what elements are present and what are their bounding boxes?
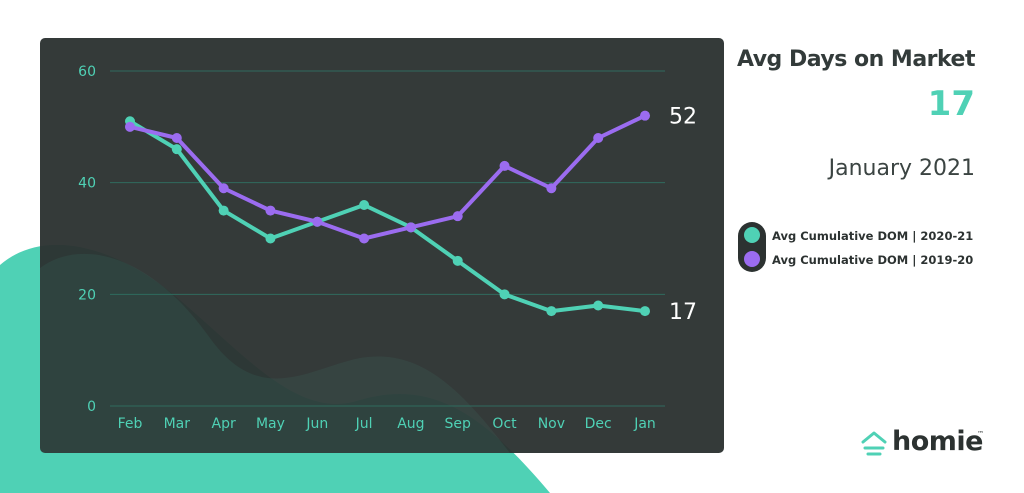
data-point <box>499 289 510 300</box>
data-point <box>312 216 323 227</box>
data-point <box>499 160 510 171</box>
series-1 <box>125 110 650 244</box>
stat-value: 17 <box>927 84 975 124</box>
x-tick-label: Jul <box>355 416 373 432</box>
data-point <box>405 222 416 233</box>
data-point <box>171 133 182 143</box>
logo-trademark: ™ <box>977 430 984 438</box>
x-tick-label: Dec <box>585 416 612 432</box>
legend-pill <box>738 222 766 272</box>
data-point <box>546 306 557 317</box>
data-point <box>125 121 135 132</box>
x-tick-label: Sep <box>445 416 472 432</box>
data-point <box>359 233 370 244</box>
y-tick-label: 0 <box>87 399 96 415</box>
stats-panel: Avg Days on Market 17 January 2021 <box>730 0 976 493</box>
data-point <box>171 144 182 155</box>
data-point <box>452 255 463 266</box>
x-tick-label: May <box>256 416 285 432</box>
data-point <box>218 183 229 194</box>
series-line <box>128 113 647 241</box>
logo-text: homie <box>892 426 983 457</box>
data-point <box>218 205 229 216</box>
data-point <box>265 205 276 216</box>
series-end-label: 52 <box>669 105 697 130</box>
data-point <box>640 306 650 317</box>
legend-label-2020-21: Avg Cumulative DOM | 2020-21 <box>772 229 974 243</box>
legend: Avg Cumulative DOM | 2020-21 Avg Cumulat… <box>738 222 988 274</box>
data-point <box>593 133 604 143</box>
legend-dot-2019-20 <box>744 251 760 267</box>
y-tick-label: 40 <box>78 176 96 192</box>
chart-background <box>40 38 724 453</box>
chart-panel: 0 20 40 60 Feb Mar Apr May Jun Jul Aug Sep Oct Nov Dec… <box>40 38 724 453</box>
stat-title: Avg Days on Market <box>736 47 976 72</box>
data-point <box>452 211 463 222</box>
x-tick-label: Apr <box>212 416 236 432</box>
x-tick-label: Nov <box>538 416 565 432</box>
x-tick-label: Oct <box>492 416 517 432</box>
series-line <box>128 119 647 314</box>
y-tick-label: 20 <box>78 287 96 303</box>
data-point <box>593 300 604 311</box>
y-tick-label: 60 <box>78 64 96 80</box>
legend-dot-2020-21 <box>744 227 760 243</box>
x-tick-label: Mar <box>164 416 191 432</box>
x-tick-label: Feb <box>118 416 143 432</box>
house-icon <box>861 431 887 456</box>
line-chart: 0 20 40 60 Feb Mar Apr May Jun Jul Aug Sep Oct Nov Dec… <box>40 38 724 453</box>
data-point <box>265 233 276 244</box>
legend-label-2019-20: Avg Cumulative DOM | 2019-20 <box>772 253 974 267</box>
series-end-label: 17 <box>669 300 697 325</box>
x-tick-label: Jun <box>305 416 328 432</box>
stat-date: January 2021 <box>828 156 975 181</box>
homie-logo: homie ™ <box>858 424 988 464</box>
panel-inner-blob <box>40 253 510 453</box>
x-tick-label: Jan <box>633 416 656 432</box>
x-tick-label: Aug <box>397 416 424 432</box>
data-point <box>546 183 557 194</box>
data-point <box>640 110 650 121</box>
data-point <box>359 200 370 210</box>
